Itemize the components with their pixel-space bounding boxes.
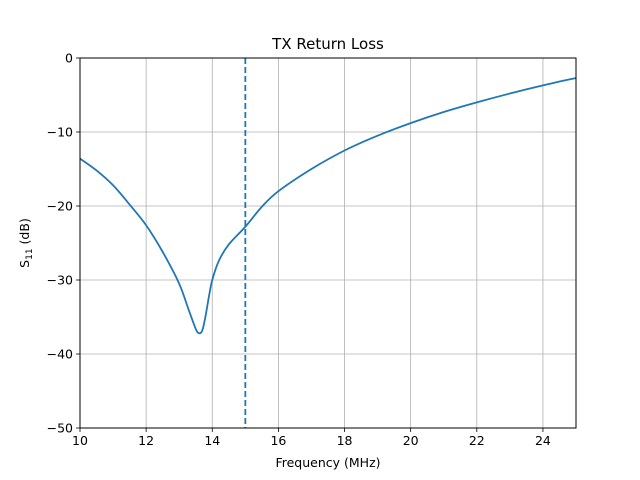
x-tick-label: 18 <box>337 433 353 448</box>
series-line <box>79 77 577 335</box>
x-tick-label: 10 <box>72 433 88 448</box>
y-axis-label-base: S <box>17 260 32 268</box>
y-tick-label: −50 <box>47 421 73 436</box>
y-tick-label: −10 <box>47 125 73 140</box>
plot-frame <box>79 57 577 429</box>
y-tick-label: −20 <box>47 199 73 214</box>
series-layer <box>79 77 577 335</box>
x-axis-ticks: 10 12 14 16 18 20 22 24 <box>72 428 551 448</box>
plot-background <box>80 58 576 428</box>
x-tick-label: 16 <box>270 433 286 448</box>
x-axis-label: Frequency (MHz) <box>275 455 380 470</box>
y-axis-ticks: 0 −10 −20 −30 −40 −50 <box>47 51 80 436</box>
y-tick-label: −40 <box>47 347 73 362</box>
x-tick-label: 20 <box>403 433 419 448</box>
y-tick-label: 0 <box>65 51 73 66</box>
chart-title: TX Return Loss <box>271 35 384 53</box>
y-tick-label: −30 <box>47 273 73 288</box>
y-axis-label: S11 (dB) <box>17 218 35 268</box>
y-axis-label-suffix: (dB) <box>17 218 32 248</box>
x-tick-label: 14 <box>204 433 220 448</box>
x-tick-label: 22 <box>469 433 485 448</box>
x-tick-label: 24 <box>535 433 551 448</box>
x-tick-label: 12 <box>138 433 154 448</box>
y-axis-label-sub: 11 <box>25 248 35 259</box>
